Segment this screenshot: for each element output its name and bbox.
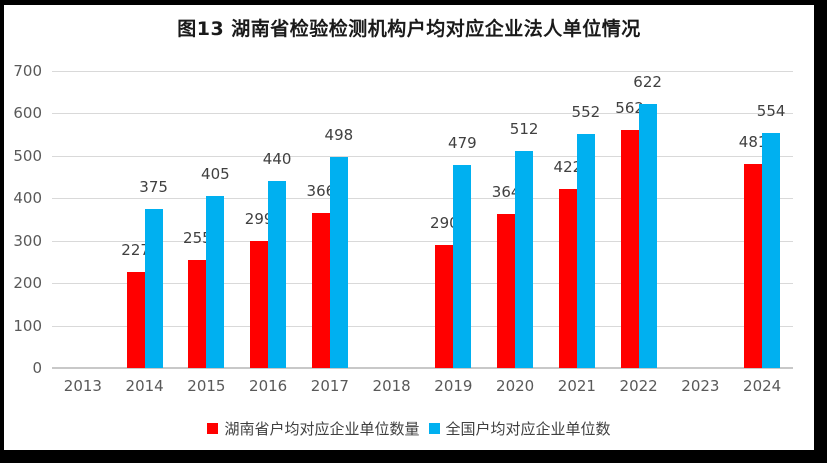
bar-2024-national [762, 132, 781, 368]
bar-2017-hunan [311, 212, 330, 368]
gridline [52, 155, 793, 157]
bar-2020-national [515, 150, 534, 368]
y-tick-label: 0 [32, 359, 42, 377]
bar-data-label: 227 [121, 240, 150, 259]
gridline [52, 71, 793, 72]
bar-2019-national [453, 164, 472, 368]
x-tick-label: 2020 [496, 377, 535, 395]
x-tick-label: 2021 [557, 377, 596, 395]
x-tick-label: 2013 [63, 377, 102, 395]
y-tick-label: 600 [13, 104, 42, 123]
x-axis-line [52, 367, 793, 369]
bar-2014-national [144, 208, 163, 368]
y-tick-label: 400 [13, 189, 42, 208]
chart-canvas: 图13 湖南省检验检测机构户均对应企业法人单位情况 0 100 200 300 400 5… [4, 5, 814, 450]
bar-data-label: 554 [756, 101, 786, 120]
bar-2015-national [206, 196, 225, 368]
legend-item-national: 全国户均对应企业单位数 [428, 418, 611, 439]
bar-data-label: 290 [430, 213, 459, 232]
gridline [52, 198, 793, 200]
x-tick-label: 2014 [125, 377, 164, 395]
bar-2019-hunan [435, 244, 454, 368]
gridline [52, 283, 793, 285]
bar-2020-hunan [497, 213, 516, 368]
bar-2021-hunan [558, 188, 577, 368]
bar-data-label: 622 [633, 73, 662, 92]
y-tick-label: 700 [13, 62, 42, 80]
x-tick-label: 2016 [249, 377, 288, 395]
bar-data-label: 498 [324, 125, 354, 144]
legend: 湖南省户均对应企业单位数量 全国户均对应企业单位数 [4, 418, 814, 439]
legend-label-hunan: 湖南省户均对应企业单位数量 [224, 420, 420, 438]
bar-2024-hunan [744, 163, 763, 368]
bar-data-label: 440 [262, 150, 292, 169]
legend-swatch-hunan-icon [207, 423, 219, 434]
x-tick-label: 2022 [619, 377, 658, 395]
legend-label-national: 全国户均对应企业单位数 [445, 420, 611, 438]
bar-2021-national [576, 133, 595, 368]
bar-data-label: 512 [509, 119, 539, 138]
x-tick-label: 2019 [434, 377, 473, 395]
bar-data-label: 255 [183, 228, 212, 247]
bar-2015-hunan [188, 259, 207, 368]
bar-2017-national [329, 156, 348, 368]
bar-data-label: 405 [201, 165, 230, 184]
gridline [52, 325, 793, 327]
bar-2022-national [638, 104, 657, 368]
bar-data-label: 552 [571, 102, 601, 121]
gridline [52, 240, 793, 242]
bar-2022-hunan [620, 129, 639, 368]
bar-data-label: 299 [244, 210, 274, 229]
y-tick-label: 100 [13, 316, 42, 335]
bar-data-label: 375 [139, 177, 168, 196]
bar-data-label: 364 [491, 182, 521, 201]
y-tick-label: 500 [13, 146, 42, 165]
chart-title: 图13 湖南省检验检测机构户均对应企业法人单位情况 [177, 18, 641, 40]
bar-data-label: 481 [738, 132, 768, 151]
legend-item-hunan: 湖南省户均对应企业单位数量 [207, 418, 420, 439]
bar-data-label: 562 [615, 98, 644, 117]
x-tick-label: 2017 [310, 377, 349, 395]
bar-2016-hunan [250, 241, 269, 368]
x-tick-label: 2024 [743, 377, 782, 395]
bar-data-label: 366 [306, 181, 336, 200]
gridline [52, 113, 793, 115]
x-tick-label: 2015 [187, 377, 226, 395]
y-tick-label: 300 [13, 231, 42, 250]
bar-data-label: 479 [448, 133, 477, 152]
bar-2016-national [268, 181, 287, 368]
bar-data-label: 422 [553, 157, 583, 176]
x-tick-label: 2023 [681, 377, 720, 395]
y-tick-label: 200 [13, 274, 42, 293]
legend-swatch-national-icon [428, 423, 440, 434]
x-tick-label: 2018 [372, 377, 411, 395]
bar-2014-hunan [126, 271, 145, 368]
